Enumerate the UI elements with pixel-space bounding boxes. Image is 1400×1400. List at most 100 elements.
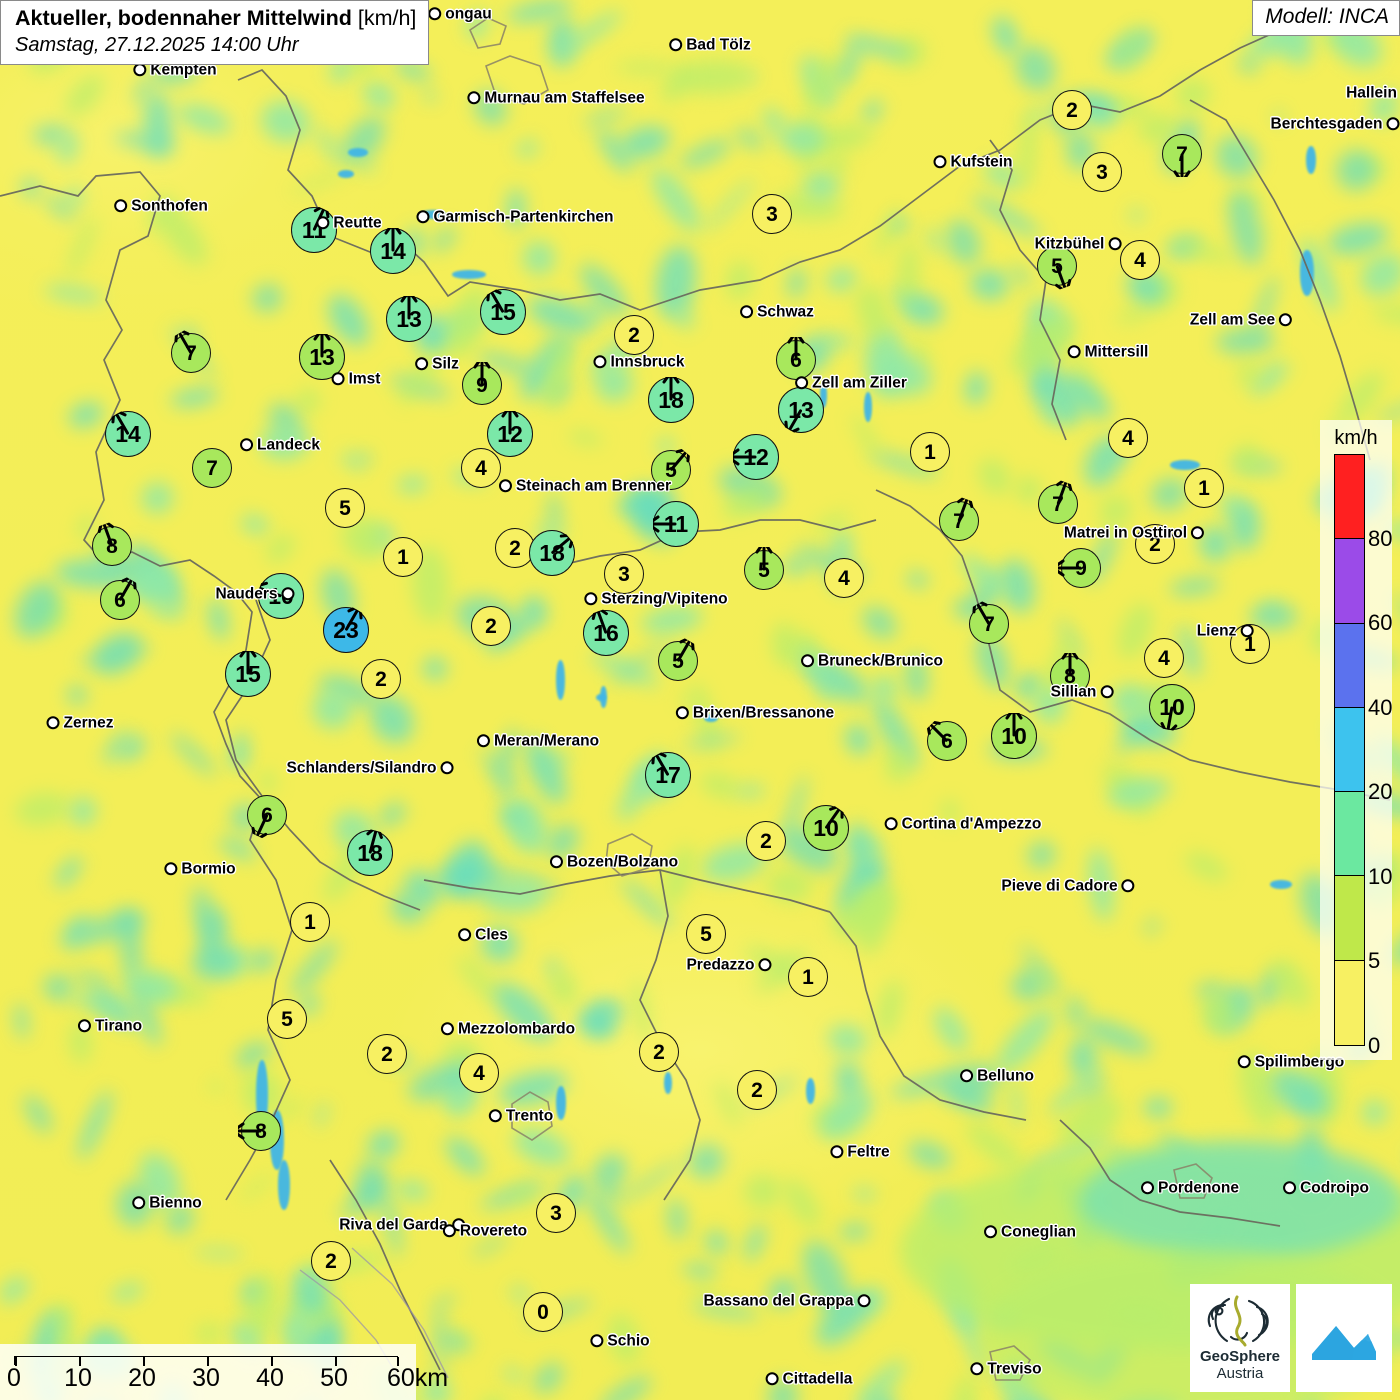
wind-station-marker[interactable]: 16: [583, 605, 629, 656]
city-label: Matrei in Osttirol: [1064, 525, 1205, 541]
wind-station-marker[interactable]: 3: [536, 1193, 576, 1233]
wind-station-marker[interactable]: 7: [939, 493, 979, 541]
wind-station-marker[interactable]: 5: [744, 547, 784, 590]
wind-station-marker[interactable]: 6: [100, 574, 140, 620]
wind-speed-value: 2: [1052, 90, 1092, 130]
scale-tick: [79, 1357, 81, 1366]
wind-station-marker[interactable]: 4: [1120, 240, 1160, 280]
city-dot-icon: [593, 355, 607, 369]
wind-station-marker[interactable]: 8: [238, 1111, 281, 1151]
wind-station-marker[interactable]: 11: [653, 501, 699, 547]
city-name: Berchtesgaden: [1270, 115, 1383, 133]
wind-station-marker[interactable]: 7: [192, 448, 232, 488]
wind-station-marker[interactable]: 4: [824, 558, 864, 598]
scale-label: 60km: [386, 1364, 449, 1392]
city-dot-icon: [1240, 624, 1254, 638]
wind-station-marker[interactable]: 2: [367, 1034, 407, 1074]
city-name: Pordenone: [1158, 1179, 1239, 1197]
wind-station-marker[interactable]: 14: [370, 228, 416, 274]
wind-station-marker[interactable]: 13: [778, 387, 824, 436]
wind-station-marker[interactable]: 2: [639, 1032, 679, 1072]
wind-station-marker[interactable]: 10: [991, 713, 1037, 759]
city-label: Kitzbühel: [1035, 236, 1122, 252]
wind-station-marker[interactable]: 8: [92, 518, 132, 566]
wind-station-marker[interactable]: 14: [105, 408, 151, 457]
wind-station-marker[interactable]: 2: [495, 528, 535, 568]
wind-station-marker[interactable]: 1: [383, 537, 423, 577]
city-dot-icon: [1067, 345, 1081, 359]
wind-station-marker[interactable]: 5: [267, 999, 307, 1039]
city-label: Cortina d'Ampezzo: [884, 816, 1041, 832]
wind-station-marker[interactable]: 18: [529, 530, 575, 576]
wind-station-marker[interactable]: 2: [361, 659, 401, 699]
wind-station-marker[interactable]: 12: [487, 411, 533, 457]
wind-station-marker[interactable]: 5: [325, 488, 365, 528]
wind-station-marker[interactable]: 15: [480, 286, 526, 335]
wind-station-marker[interactable]: 9: [462, 362, 502, 405]
wind-station-marker[interactable]: 4: [1144, 638, 1184, 678]
wind-station-marker[interactable]: 4: [459, 1053, 499, 1093]
city-dot-icon: [795, 376, 809, 390]
city-label: Nauders: [215, 586, 295, 602]
wind-station-marker[interactable]: 7: [171, 327, 211, 373]
city-name: Steinach am Brenner: [515, 477, 672, 495]
city-dot-icon: [857, 1294, 871, 1308]
city-dot-icon: [415, 357, 429, 371]
wind-station-marker[interactable]: 12: [733, 434, 779, 480]
wind-station-marker[interactable]: 3: [1082, 152, 1122, 192]
wind-station-marker[interactable]: 6: [925, 719, 967, 761]
wind-station-marker[interactable]: 7: [969, 598, 1009, 644]
wind-station-marker[interactable]: 2: [1135, 524, 1175, 564]
timestamp-label: Samstag, 27.12.2025 14:00 Uhr: [15, 33, 299, 56]
wind-station-marker[interactable]: 2: [1052, 90, 1092, 130]
wind-station-marker[interactable]: 8: [1050, 653, 1090, 696]
wind-station-marker[interactable]: 17: [645, 749, 691, 798]
wind-station-marker[interactable]: 6: [247, 795, 287, 842]
wind-station-marker[interactable]: 2: [311, 1241, 351, 1281]
wind-station-marker[interactable]: 9: [1058, 548, 1101, 588]
city-name: Zernez: [63, 714, 114, 732]
wind-station-marker[interactable]: 23: [323, 604, 369, 653]
city-name: Schio: [607, 1332, 650, 1350]
colorbar-band: [1335, 707, 1364, 793]
scale-tick: [15, 1357, 17, 1366]
city-label: Cittadella: [765, 1371, 852, 1387]
wind-station-marker[interactable]: 10: [803, 803, 849, 851]
wind-speed-value: 15: [225, 651, 271, 697]
city-dot-icon: [1100, 685, 1114, 699]
wind-station-marker[interactable]: 10: [1149, 684, 1195, 734]
wind-station-marker[interactable]: 1: [910, 432, 950, 472]
wind-speed-value: 5: [325, 488, 365, 528]
wind-station-marker[interactable]: 7: [1162, 134, 1202, 177]
wind-station-marker[interactable]: 2: [737, 1070, 777, 1110]
wind-station-marker[interactable]: 5: [658, 635, 698, 681]
wind-station-marker[interactable]: 6: [776, 337, 816, 380]
wind-station-marker[interactable]: 4: [1108, 418, 1148, 458]
wind-station-marker[interactable]: 2: [614, 315, 654, 355]
wind-station-marker[interactable]: 4: [461, 448, 501, 488]
wind-station-marker[interactable]: 18: [347, 824, 393, 876]
wind-station-marker[interactable]: 1: [290, 902, 330, 942]
city-label: Zernez: [46, 714, 114, 732]
wind-station-marker[interactable]: 1: [788, 957, 828, 997]
city-name: Bormio: [181, 860, 236, 878]
wind-station-marker[interactable]: 3: [604, 554, 644, 594]
wind-station-marker[interactable]: 13: [386, 296, 432, 342]
wind-station-marker[interactable]: 7: [1038, 476, 1078, 524]
wind-station-marker[interactable]: 5: [686, 914, 726, 954]
city-dot-icon: [740, 305, 754, 319]
city-name: Schlanders/Silandro: [286, 759, 437, 777]
wind-station-marker[interactable]: 2: [746, 821, 786, 861]
wind-station-marker[interactable]: 2: [471, 606, 511, 646]
wind-station-marker[interactable]: 15: [225, 651, 271, 697]
wind-station-marker[interactable]: 18: [648, 377, 694, 423]
wind-speed-value: 23: [323, 607, 369, 653]
wind-station-marker[interactable]: 0: [523, 1292, 563, 1332]
city-name: Coneglian: [1001, 1223, 1076, 1241]
city-name: Riva del Garda: [339, 1216, 448, 1234]
city-dot-icon: [1108, 237, 1122, 251]
city-name: Garmisch-Partenkirchen: [433, 208, 614, 226]
wind-station-marker[interactable]: 3: [752, 194, 792, 234]
wind-station-marker[interactable]: 1: [1184, 468, 1224, 508]
